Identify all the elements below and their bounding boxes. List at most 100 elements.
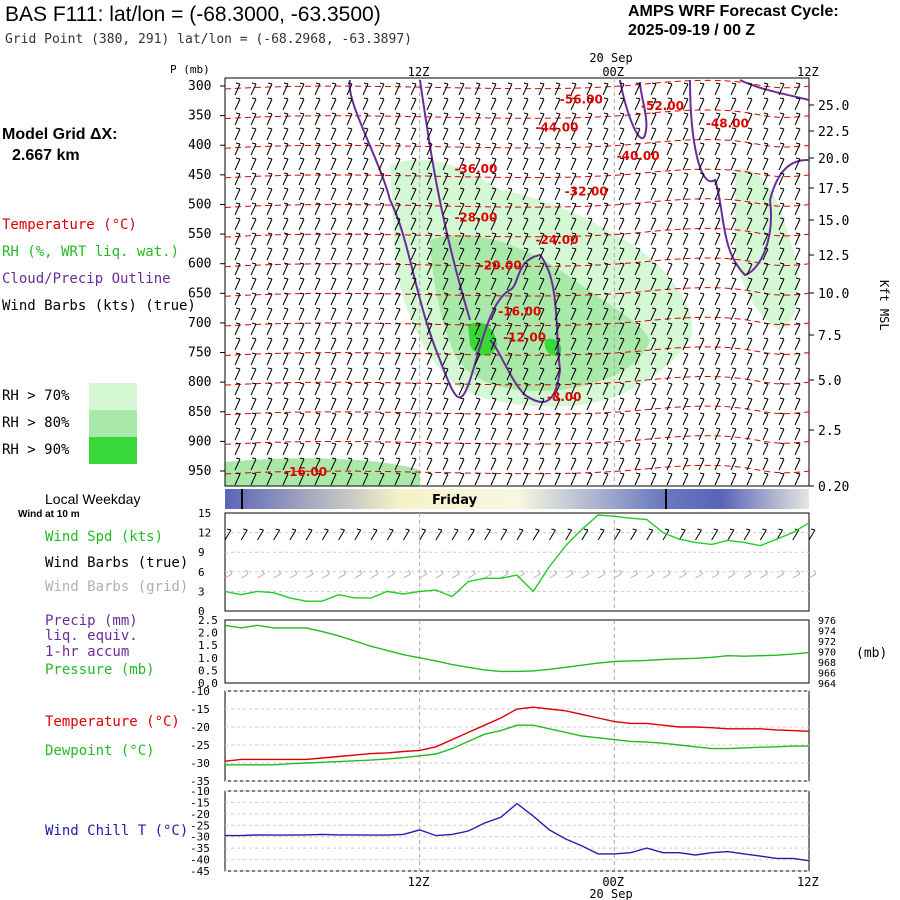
wind-barb xyxy=(698,127,705,141)
temperature-contour-line xyxy=(224,139,810,149)
wind-barb xyxy=(666,277,673,291)
wind-barb xyxy=(490,202,497,216)
wind-barb-grid xyxy=(257,569,265,579)
wind-barb xyxy=(458,157,465,171)
wind-barb xyxy=(250,232,257,246)
wind-barb xyxy=(570,352,577,366)
temperature-contour-label: -8.00 xyxy=(547,390,582,404)
wind-barb xyxy=(762,157,769,171)
wind-barb xyxy=(554,187,561,201)
wind-barb xyxy=(330,262,337,276)
wind-barb xyxy=(506,157,513,171)
rh-80-label: RH > 80% xyxy=(2,415,70,431)
wind-barb xyxy=(506,82,513,96)
wind-barb xyxy=(714,427,721,441)
wind-barb xyxy=(794,457,801,471)
wind-barb xyxy=(698,322,705,336)
wind-barb xyxy=(426,82,433,96)
wind-barb xyxy=(666,472,673,486)
wind-barb xyxy=(522,247,529,261)
precip-sub2: 1-hr accum xyxy=(45,644,130,660)
wind-barb xyxy=(314,157,321,171)
wind-barb-true xyxy=(338,528,345,541)
wind-barb xyxy=(554,247,561,261)
wind-barb xyxy=(570,322,577,336)
wind-barb xyxy=(490,217,497,231)
wind-barb xyxy=(490,172,497,186)
temperature-line xyxy=(224,706,810,762)
wind-barb xyxy=(282,442,289,456)
wind-barb xyxy=(634,127,641,141)
wind-barb xyxy=(746,217,753,231)
wind-barb xyxy=(410,322,417,336)
wind-barb xyxy=(666,352,673,366)
model-grid-value: 2.667 km xyxy=(12,147,80,164)
wind-barb xyxy=(618,157,625,171)
wind-barb xyxy=(714,217,721,231)
wind-barb xyxy=(794,307,801,321)
wind-barb xyxy=(554,217,561,231)
wind-barb xyxy=(602,202,609,216)
wind-barb xyxy=(586,472,593,486)
wind-barb xyxy=(762,112,769,126)
wind-barb xyxy=(266,247,273,261)
wind-speed-tick-label: 15 xyxy=(198,507,211,520)
wind-barb xyxy=(330,427,337,441)
wind-barb xyxy=(698,217,705,231)
pressure-tick-label: 750 xyxy=(188,346,211,361)
wind-barb xyxy=(586,97,593,111)
wind-barb xyxy=(442,442,449,456)
wind-barb xyxy=(266,457,273,471)
wind-barb xyxy=(602,232,609,246)
wind-barb xyxy=(458,277,465,291)
wind-speed-tick-label: 9 xyxy=(198,546,205,559)
wind-barb xyxy=(314,397,321,411)
grid-point-subtitle: Grid Point (380, 291) lat/lon = (-68.296… xyxy=(5,32,412,47)
wind-barb xyxy=(282,247,289,261)
wind-barb xyxy=(794,217,801,231)
wind-barb xyxy=(794,187,801,201)
wind-barb xyxy=(282,382,289,396)
wind-barb xyxy=(362,232,369,246)
wind-barb xyxy=(426,292,433,306)
wind-barb xyxy=(346,112,353,126)
wind-barb xyxy=(410,292,417,306)
wind-barb xyxy=(474,187,481,201)
wind-chill-tick-label: -35 xyxy=(190,842,210,855)
wind-barb xyxy=(266,307,273,321)
wind-barb xyxy=(570,217,577,231)
wind-barb xyxy=(778,232,785,246)
wind-barb xyxy=(234,322,241,336)
wind-barb xyxy=(346,217,353,231)
wind-barb xyxy=(474,307,481,321)
wind-barb xyxy=(426,427,433,441)
wind-barb xyxy=(778,307,785,321)
wind-barb xyxy=(618,367,625,381)
height-tick-label: 15.0 xyxy=(818,214,849,229)
wind-barb xyxy=(634,352,641,366)
wind-barb xyxy=(426,472,433,486)
wind-barb xyxy=(378,142,385,156)
wind-barb xyxy=(362,277,369,291)
wind-barb xyxy=(426,112,433,126)
wind-barb xyxy=(282,352,289,366)
wind-barb xyxy=(314,292,321,306)
wind-barb xyxy=(650,82,657,96)
wind-barb-grid xyxy=(273,569,282,579)
weekday-bar xyxy=(225,489,809,509)
wind-barb xyxy=(250,307,257,321)
wind-barb xyxy=(314,187,321,201)
temperature-contour-label: -36.00 xyxy=(454,162,497,176)
wind-barb xyxy=(378,247,385,261)
bottom-time-label: 12Z xyxy=(797,875,819,889)
wind-barb-true xyxy=(662,528,670,541)
wind-barb xyxy=(458,457,465,471)
wind-barb xyxy=(538,307,545,321)
wind-barb-grid xyxy=(678,569,687,579)
wind-barb xyxy=(602,127,609,141)
wind-barb xyxy=(634,112,641,126)
wind-barb xyxy=(730,112,737,126)
wind-barb xyxy=(298,232,305,246)
wind-barb xyxy=(634,232,641,246)
wind-barb xyxy=(250,172,257,186)
